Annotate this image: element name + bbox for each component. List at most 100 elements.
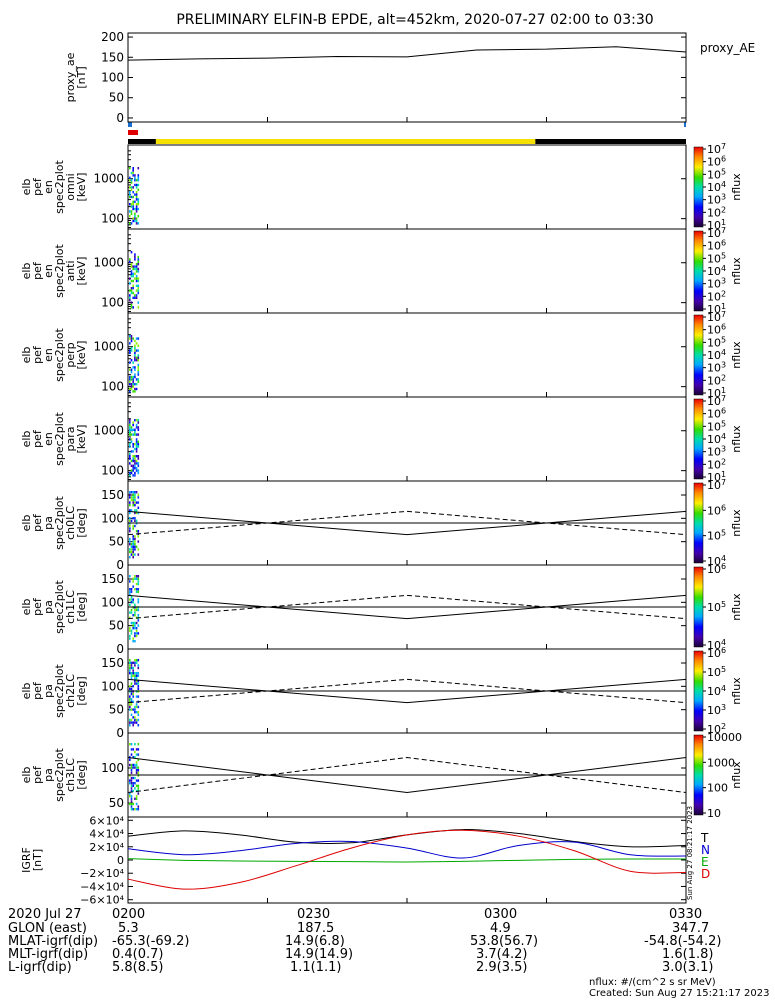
spec-cell <box>130 718 133 722</box>
spec-cell <box>132 195 134 199</box>
spec-cell <box>135 349 138 352</box>
spec-cell <box>132 776 134 780</box>
spec-cell <box>130 672 133 675</box>
ytick-label-ch1LC-0: 0 <box>116 642 124 656</box>
ylabel-line-ch0LC-3: spec2plot <box>53 496 66 550</box>
spec-cell <box>132 504 134 507</box>
spec-cell <box>130 371 133 374</box>
cbar-label-ch2LC-0: 102 <box>707 722 726 736</box>
cbar-label-pef_omni-1: 102 <box>707 205 726 219</box>
cbar-label-pef_anti-6: 107 <box>707 226 726 240</box>
spec-cell <box>132 306 134 309</box>
spec-cell <box>137 445 140 448</box>
spec-cell <box>132 524 134 528</box>
footer-mlat-0: -65.3(-69.2) <box>112 934 190 949</box>
spec-cell <box>135 387 138 391</box>
cbar-label-pef_perp-1: 102 <box>707 373 726 387</box>
spec-cell <box>137 766 140 769</box>
spec-cell <box>135 695 138 698</box>
spec-cell <box>134 548 136 551</box>
spec-cell <box>129 708 131 711</box>
spec-cell <box>137 464 140 467</box>
spec-cell <box>129 550 131 554</box>
created-note: Created: Sun Aug 27 15:21:17 2023 <box>589 988 770 999</box>
spec-cell <box>134 543 136 546</box>
ytick-label-ch3LC-1: 100 <box>101 761 124 775</box>
spec-cell <box>135 672 138 675</box>
spec-cell <box>130 601 133 604</box>
spec-cell <box>132 537 134 541</box>
spec-cell <box>135 608 138 612</box>
spec-cell <box>130 509 133 512</box>
spec-cell <box>130 703 133 706</box>
spec-cell <box>129 193 131 196</box>
spec-cell <box>130 440 133 443</box>
spec-cell <box>130 784 133 787</box>
spec-cell <box>129 195 131 199</box>
spec-cell <box>134 537 136 541</box>
spec-cell <box>135 270 138 273</box>
spec-cell <box>137 624 140 627</box>
spec-cell <box>129 598 131 601</box>
units-note: nflux: #/(cm^2 s sr MeV) <box>589 977 716 988</box>
spec-cell <box>129 282 131 285</box>
spec-cell <box>129 580 131 583</box>
ytick-label-ch0LC-3: 150 <box>101 488 124 502</box>
spec-cell <box>134 750 136 754</box>
spec-cell <box>132 191 134 194</box>
ylabel-line-ch1LC-3: spec2plot <box>53 580 66 634</box>
spec-cell <box>132 808 134 811</box>
spec-cell <box>134 674 136 677</box>
ylabel-line-pef_anti-0: elb <box>20 263 33 280</box>
spec-cell <box>137 200 140 203</box>
spec-cell <box>135 682 138 685</box>
panel-frame-pef_para <box>127 396 687 482</box>
ylabel-line-ch3LC-1: pef <box>31 765 44 784</box>
spec-cell <box>137 575 140 578</box>
spec-cell <box>134 614 136 617</box>
spec-cell <box>135 627 138 630</box>
spec-cell <box>129 191 131 194</box>
ylabel-line-pef_anti-1: pef <box>31 261 44 280</box>
spec-cell <box>134 215 136 218</box>
spec-cell <box>132 661 134 664</box>
phase-marker-blue-right <box>684 122 686 127</box>
spec-cell <box>132 496 134 499</box>
spec-cell <box>134 457 136 460</box>
cbar-label-ch3LC-3: 10000 <box>707 731 742 744</box>
spec-cell <box>135 588 138 591</box>
spec-cell <box>129 758 131 761</box>
spec-cell <box>137 260 140 263</box>
spec-cell <box>135 191 138 194</box>
spec-cell <box>134 756 136 759</box>
footer-label-mlat: MLAT-igrf(dip) <box>8 934 99 949</box>
spec-cell <box>129 445 131 448</box>
spec-cell <box>135 289 138 292</box>
spec-cell <box>135 469 138 472</box>
spec-cell <box>132 450 134 453</box>
spec-cell <box>134 464 136 467</box>
footer-mlat-2: 53.8(56.7) <box>470 934 539 949</box>
spec-cell <box>137 666 140 670</box>
spec-cell <box>134 200 136 203</box>
spec-cell <box>134 272 136 275</box>
cbar-label-pef_perp-5: 106 <box>707 323 726 337</box>
spec-cell <box>135 455 138 458</box>
spec-cell <box>137 548 140 551</box>
spec-cell <box>134 577 136 580</box>
spec-cell <box>134 217 136 220</box>
spec-cell <box>137 455 140 458</box>
spec-cell <box>134 664 136 667</box>
footer-time-2: 0300 <box>484 907 518 922</box>
spec-cell <box>137 619 140 622</box>
spec-cell <box>135 198 138 201</box>
spec-cell <box>134 603 136 606</box>
ytick-label-proxy_ae-0: 0 <box>116 111 124 125</box>
spec-cell <box>135 222 138 225</box>
ytick-label-ch2LC-3: 150 <box>101 656 124 670</box>
spec-cell <box>132 217 134 220</box>
